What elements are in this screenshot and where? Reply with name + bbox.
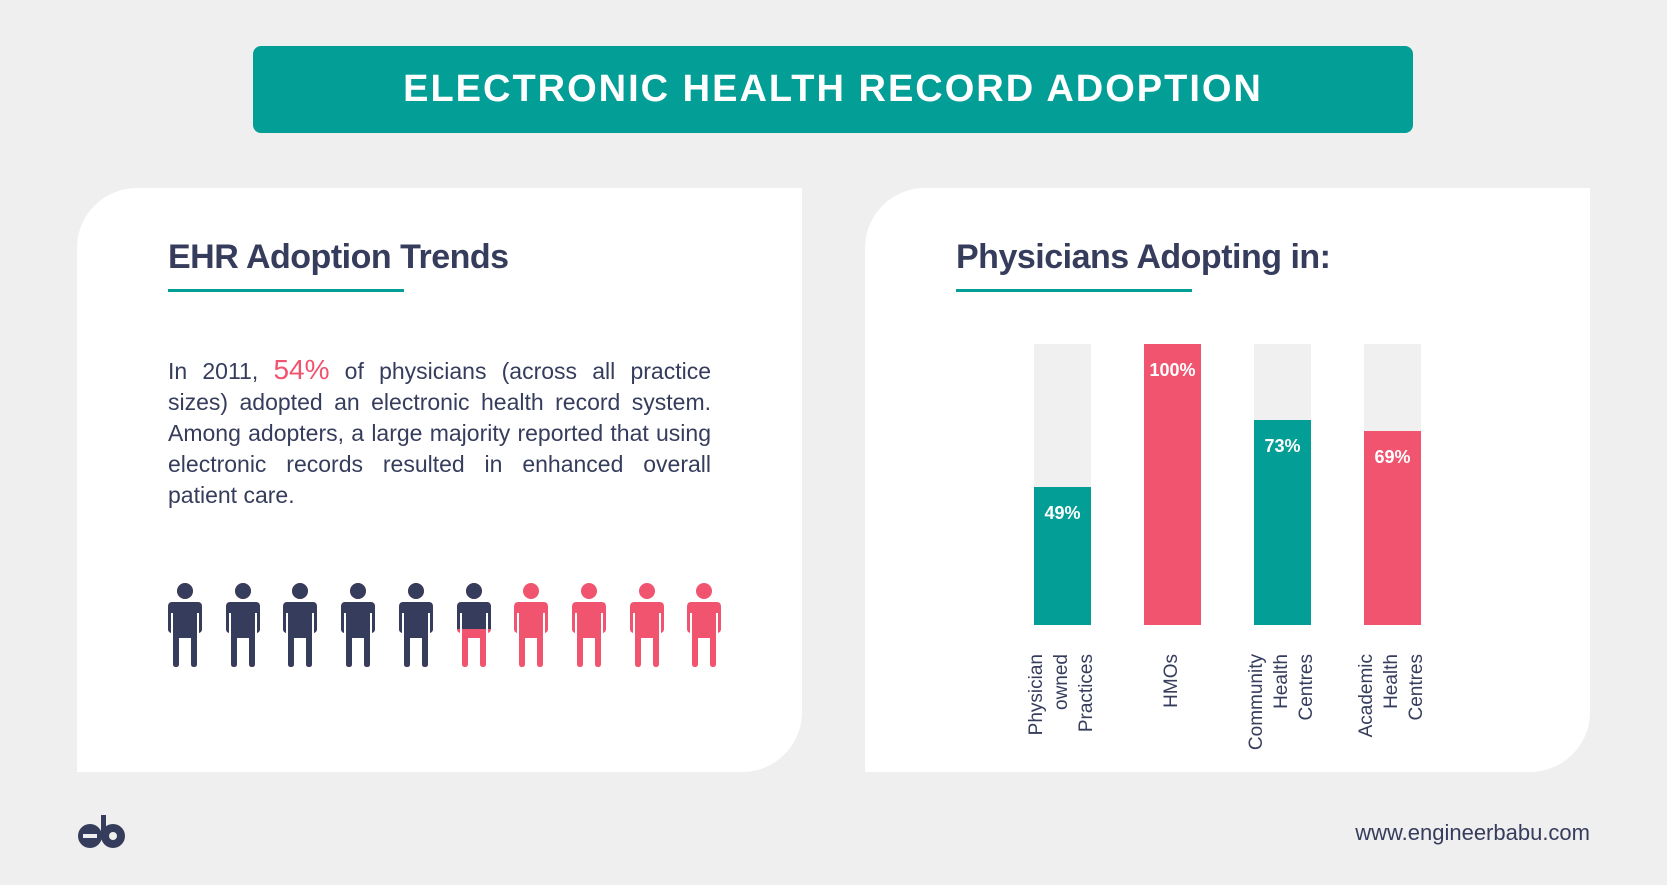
title-banner: ELECTRONIC HEALTH RECORD ADOPTION <box>253 46 1413 133</box>
category-label: Centres <box>1406 654 1427 721</box>
engineerbabu-logo <box>78 815 125 848</box>
paragraph-text: In 2011, <box>168 358 274 384</box>
person-icon <box>341 583 376 667</box>
category-label: Physician <box>1026 654 1047 736</box>
category-label: owned <box>1051 654 1072 710</box>
person-icon <box>225 583 260 667</box>
bar-value-label: 73% <box>1264 435 1301 456</box>
heading-underline <box>168 289 404 292</box>
bar <box>1034 487 1091 625</box>
category-label: Health <box>1271 654 1292 709</box>
bar <box>1254 419 1311 625</box>
ehr-trends-card: EHR Adoption Trends In 2011, 54% of phys… <box>77 188 802 772</box>
bar-value-label: 49% <box>1044 503 1081 524</box>
paragraph-text: of physicians (across all practice sizes… <box>168 358 712 508</box>
person-icon <box>571 583 606 667</box>
category-label: HMOs <box>1161 654 1182 708</box>
category-label: Practices <box>1076 654 1097 733</box>
category-label: Academic <box>1356 654 1377 738</box>
heading-underline <box>956 289 1192 292</box>
website-url[interactable]: www.engineerbabu.com <box>1355 820 1590 845</box>
highlight-percent: 54% <box>273 354 330 385</box>
category-label: Centres <box>1296 654 1317 721</box>
person-icon <box>398 583 433 667</box>
person-icon <box>456 583 491 667</box>
bar-chart: 49% Physician owned Practices 100% HMOs 73% Com… <box>865 188 1590 772</box>
person-icon <box>283 583 318 667</box>
person-icon <box>514 583 549 667</box>
bar-value-label: 69% <box>1374 447 1411 468</box>
description-paragraph: In 2011, 54% of physicians (across all p… <box>168 354 711 511</box>
bar <box>1364 431 1421 625</box>
category-label: Community <box>1246 654 1267 751</box>
person-icon <box>629 583 664 667</box>
bar <box>1144 344 1201 625</box>
person-icon <box>168 583 202 667</box>
card-heading: EHR Adoption Trends <box>168 238 509 276</box>
person-icon <box>687 583 722 667</box>
card-heading: Physicians Adopting in: <box>956 238 1331 276</box>
category-label: Health <box>1381 654 1402 709</box>
physicians-adopting-card: Physicians Adopting in: 49% Physician owne… <box>865 188 1590 772</box>
bar-value-label: 100% <box>1149 360 1196 380</box>
